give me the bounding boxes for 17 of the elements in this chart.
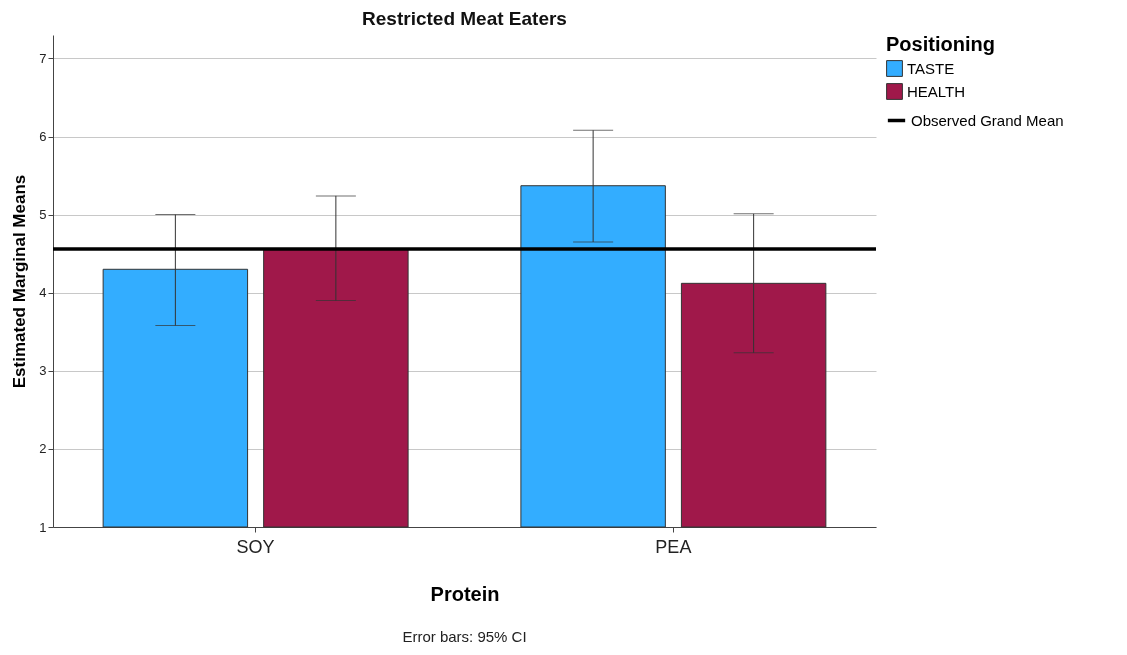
legend-label: Observed Grand Mean (911, 111, 1064, 129)
y-tick-label: 7 (39, 50, 47, 66)
legend-title: Positioning (886, 33, 995, 55)
y-tick-label: 4 (39, 285, 47, 301)
y-tick-label: 6 (39, 129, 47, 145)
y-tick-label: 1 (39, 519, 47, 535)
y-tick-label: 3 (39, 363, 47, 379)
y-axis-title: Estimated Marginal Means (10, 174, 30, 389)
y-tick-label: 5 (39, 207, 47, 223)
legend-label: TASTE (907, 59, 955, 77)
y-tick-label: 2 (39, 441, 47, 457)
text: Error bars: 95% CI (402, 628, 527, 645)
chart-title: Restricted Meat Eaters (362, 8, 567, 29)
legend-label: HEALTH (907, 82, 966, 100)
x-tick-label: PEA (655, 536, 692, 557)
x-axis-title: Protein (430, 582, 500, 605)
x-tick-label: SOY (236, 536, 275, 557)
